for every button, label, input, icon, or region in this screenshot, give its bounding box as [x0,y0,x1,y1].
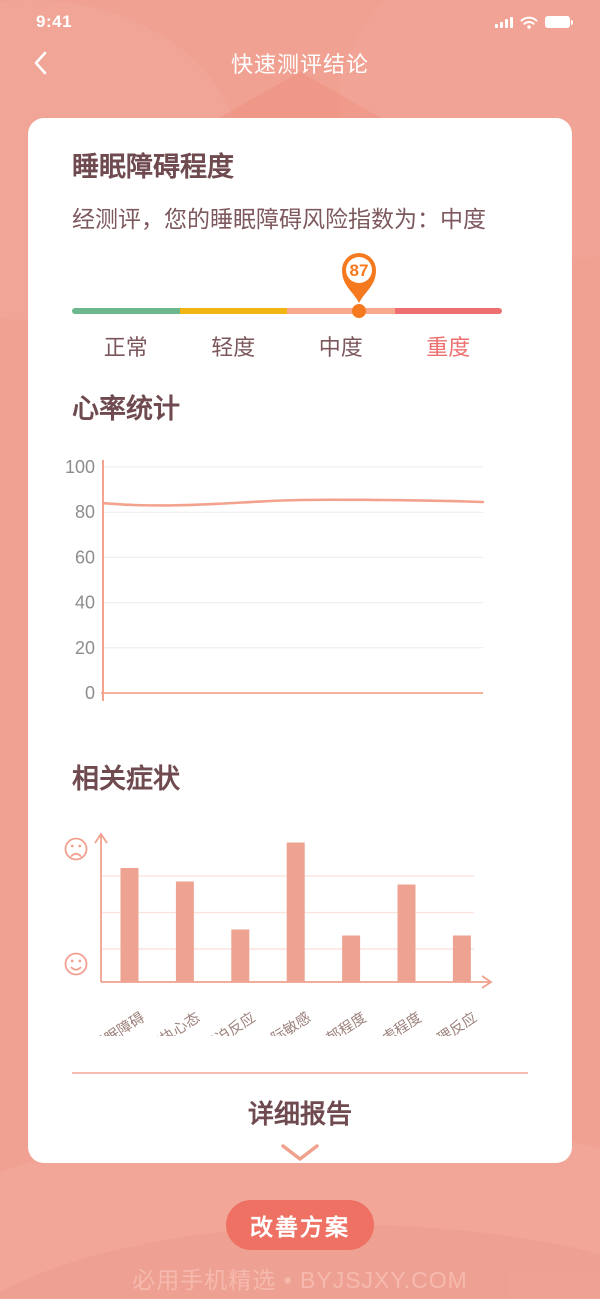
score-value: 87 [350,261,369,280]
svg-text:60: 60 [75,547,95,567]
gauge-level-label: 中度 [318,335,363,360]
svg-text:睡眠障碍: 睡眠障碍 [89,1008,147,1036]
symptoms-title: 相关症状 [72,764,180,794]
score-pin: 87 [342,253,377,303]
svg-text:0: 0 [85,683,95,703]
svg-text:强迫反应: 强迫反应 [200,1008,258,1036]
back-chevron-icon [34,51,47,75]
result-card: 睡眠障碍程度 经测评，您的睡眠障碍风险指数为：中度 87 正常 轻度 中度 重度 心率… [28,118,572,1163]
improvement-plan-button[interactable]: 改善方案 [226,1200,374,1250]
cellular-signal-icon [495,16,513,28]
svg-text:焦虑程度: 焦虑程度 [367,1009,425,1036]
svg-text:100: 100 [65,457,95,477]
gauge-labels: 正常 轻度 中度 重度 [72,330,502,362]
gauge-level-label: 正常 [103,335,148,360]
back-button[interactable] [24,47,56,79]
chevron-down-icon[interactable] [278,1143,322,1163]
watermark-text: 必用手机精选 • BYJSJXY.COM [132,1267,468,1293]
detailed-report-link[interactable]: 详细报告 [247,1099,352,1129]
gauge-segment [179,308,287,314]
navigation-bar: 快速测评结论 [0,36,600,90]
divider [72,1072,528,1074]
svg-text:偏执心态: 偏执心态 [145,1009,203,1036]
page-title: 快速测评结论 [230,52,369,77]
gauge-segment [394,308,502,314]
status-bar: 9:41 [0,0,600,36]
gauge-marker-dot [352,304,367,318]
svg-text:20: 20 [75,638,95,658]
severity-gauge: 87 正常 轻度 中度 重度 [72,250,502,368]
assessment-title: 睡眠障碍程度 [72,152,234,182]
battery-icon [545,16,573,28]
svg-text:人际敏感: 人际敏感 [256,1009,314,1036]
svg-text:生理反应: 生理反应 [422,1008,480,1036]
heart-rate-chart: 100 80 60 40 20 0 [65,457,485,703]
status-icons [495,16,573,29]
gauge-segment [72,308,180,314]
wifi-icon [520,16,538,29]
svg-text:抑郁程度: 抑郁程度 [311,1009,369,1036]
gauge-level-label: 重度 [426,335,471,360]
clock: 9:41 [36,12,73,31]
svg-text:40: 40 [75,593,95,613]
assessment-description: 经测评，您的睡眠障碍风险指数为：中度 [72,206,486,232]
gauge-level-label: 轻度 [211,335,256,360]
heart-rate-title: 心率统计 [72,394,180,424]
gauge-bar [72,308,502,314]
svg-text:80: 80 [75,502,95,522]
gauge-segment [287,308,395,314]
